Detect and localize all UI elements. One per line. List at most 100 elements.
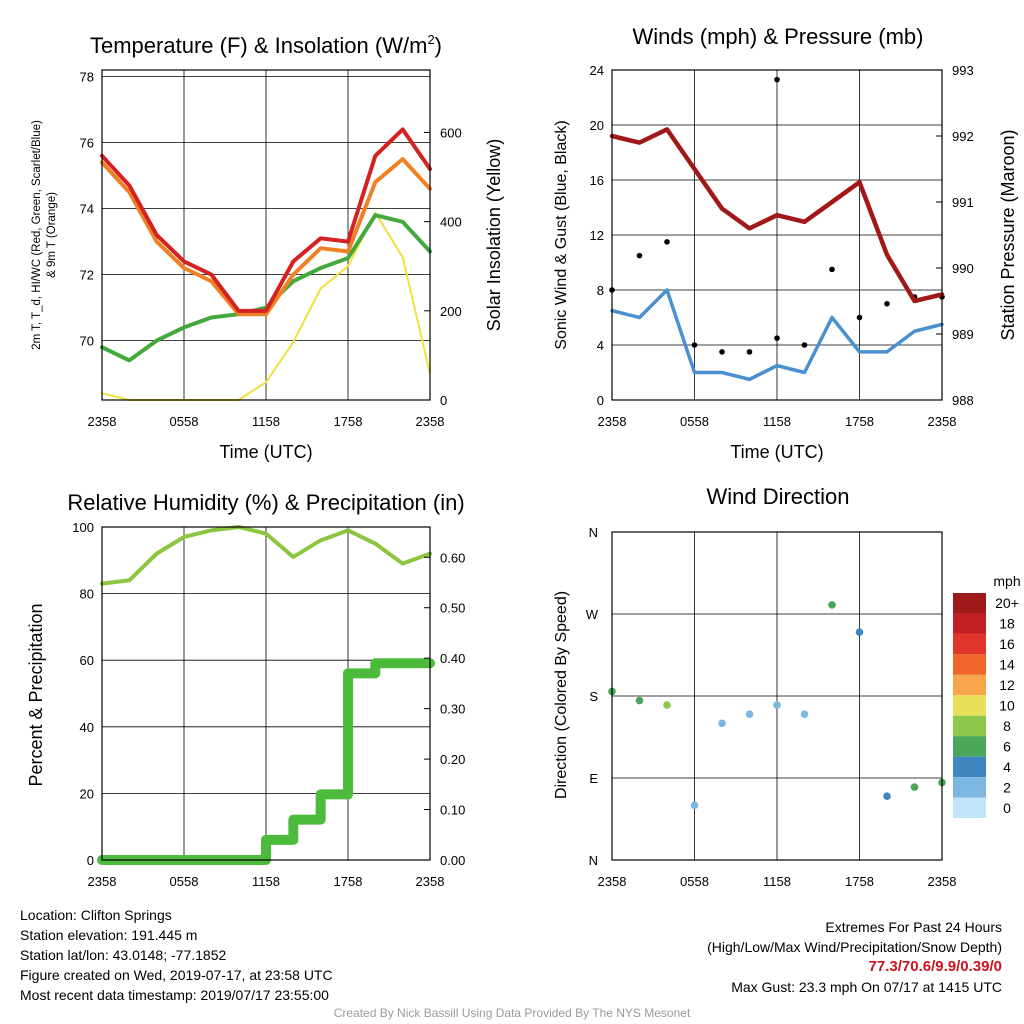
temp-xlabel: Time (UTC) [219, 442, 312, 462]
y-tick-label: 70 [80, 334, 94, 349]
y-tick-label: 72 [80, 268, 94, 283]
temp-ticks: 70 72 74 76 78 0 200 400 600 2358 0558 1158 1758 2358 [80, 70, 462, 429]
x-tick-label: 1158 [763, 874, 791, 889]
direction-point [800, 710, 809, 719]
y2-tick-label: 993 [952, 63, 974, 78]
temp-ylabel-left-2: & 9m T (Orange) [46, 192, 58, 278]
temp-title: Temperature (F) & Insolation (W/m2) [90, 32, 442, 58]
temp-ylabel-left-1: 2m T, T_d, HI/WC (Red, Green, Scarlet/Bl… [31, 120, 43, 350]
y-tick-label: 16 [590, 173, 604, 188]
direction-point [745, 710, 754, 719]
legend-swatch [953, 593, 986, 614]
winds-ylabel-left: Sonic Wind & Gust (Blue, Black) [553, 120, 570, 349]
y2-tick-label: 0.30 [440, 702, 465, 717]
dir-plot-frame [611, 531, 943, 861]
series-line-2m-t [100, 127, 432, 313]
x-tick-label: 0558 [170, 874, 199, 889]
legend-swatch [953, 715, 986, 737]
winds-ticks: 0 4 8 12 16 20 24 988 989 990 991 992 993 2358 0558 115… [590, 63, 974, 429]
direction-point [773, 701, 781, 709]
y2-tick-label: 200 [440, 304, 462, 319]
y-tick-label: 24 [590, 63, 604, 78]
y-tick-label: S [589, 689, 598, 704]
x-tick-label: 1158 [252, 874, 280, 889]
gust-point [719, 349, 725, 355]
winds-title: Winds (mph) & Pressure (mb) [633, 24, 924, 49]
y-tick-label: 0 [597, 393, 604, 408]
extremes-values: 77.3/70.6/9.9/0.39/0 [868, 958, 1002, 975]
x-tick-label: 0558 [170, 414, 199, 429]
x-tick-label: 2358 [598, 874, 627, 889]
rh-title: Relative Humidity (%) & Precipitation (i… [67, 490, 464, 515]
dir-ylabel-left: Direction (Colored By Speed) [553, 591, 570, 799]
legend-swatch [953, 777, 986, 798]
legend-swatch [953, 674, 986, 696]
x-tick-label: 2358 [416, 874, 445, 889]
legend-label: 4 [1003, 759, 1011, 775]
legend-label: 2 [1003, 779, 1011, 795]
temp-plot-frame [101, 69, 431, 401]
y-tick-label: 4 [597, 338, 604, 353]
credit-text: Created By Nick Bassill Using Data Provi… [333, 1006, 691, 1020]
y-tick-label: 74 [80, 202, 94, 217]
winds-grid [612, 69, 942, 401]
location-text: Location: Clifton Springs [20, 907, 172, 923]
direction-point [910, 783, 919, 791]
y-tick-label: 40 [80, 720, 94, 735]
legend-swatch [953, 613, 986, 634]
x-tick-label: 0558 [680, 414, 709, 429]
x-tick-label: 2358 [598, 414, 627, 429]
winds-xlabel: Time (UTC) [730, 442, 823, 462]
y-tick-label: 8 [597, 283, 604, 298]
series-line-relative-humidity [100, 525, 432, 586]
gust-point [746, 349, 753, 355]
station-info: Location: Clifton Springs Station elevat… [20, 905, 333, 1005]
legend-label: 12 [999, 677, 1015, 693]
y2-tick-label: 0.50 [440, 601, 465, 616]
rh-ticks: 0 20 40 60 80 100 0.00 0.10 0.20 0.30 0.40 0.50 0.60… [72, 520, 465, 889]
legend-label: 6 [1003, 738, 1011, 754]
temperature-panel: Temperature (F) & Insolation (W/m2) 70 72… [31, 32, 504, 462]
rh-grid [102, 526, 430, 861]
y-tick-label: 20 [80, 786, 94, 801]
gust-point [636, 252, 643, 259]
created-text: Figure created on Wed, 2019-07-17, at 23… [20, 967, 333, 983]
y2-tick-label: 992 [952, 129, 974, 144]
y2-tick-label: 0.00 [440, 853, 465, 868]
gust-point [774, 335, 780, 341]
winds-ylabel-right: Station Pressure (Maroon) [998, 129, 1018, 340]
direction-point [635, 696, 644, 705]
x-tick-label: 2358 [416, 414, 445, 429]
gust-point [856, 314, 863, 321]
gust-point [829, 266, 835, 273]
legend-swatch [953, 695, 986, 716]
y-tick-label: W [586, 607, 599, 622]
legend-swatch [953, 654, 986, 675]
x-tick-label: 2358 [88, 414, 117, 429]
gust-point [664, 239, 670, 245]
x-tick-label: 2358 [928, 874, 957, 889]
legend-swatch [953, 736, 986, 757]
legend-label: 14 [999, 657, 1015, 673]
y2-tick-label: 991 [952, 195, 974, 210]
y-tick-label: 60 [80, 653, 94, 668]
speed-legend: mph 20+ 18 16 14 12 10 8 6 4 2 0 [953, 573, 1021, 818]
y2-tick-label: 400 [440, 215, 462, 230]
y-tick-label: 100 [72, 520, 94, 535]
y2-tick-label: 0.20 [440, 752, 465, 767]
y-tick-label: N [589, 853, 598, 868]
dir-grid [612, 531, 942, 861]
x-tick-label: 1758 [845, 414, 874, 429]
legend-swatch [953, 756, 986, 778]
recent-data-text: Most recent data timestamp: 2019/07/17 2… [20, 987, 329, 1003]
legend-label: 20+ [995, 595, 1019, 611]
winds-plot-frame [611, 69, 943, 401]
legend-title: mph [993, 573, 1020, 589]
y2-tick-label: 988 [952, 393, 974, 408]
y2-tick-label: 990 [952, 261, 974, 276]
temp-ylabel-right: Solar Insolation (Yellow) [484, 139, 504, 331]
legend-swatch [953, 633, 986, 655]
y-tick-label: 20 [590, 118, 604, 133]
